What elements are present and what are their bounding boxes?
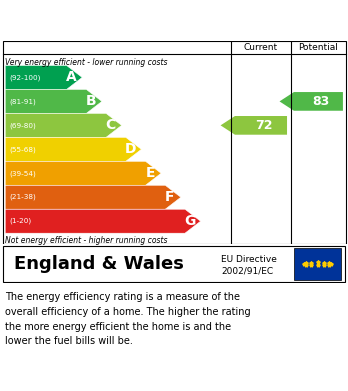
Polygon shape (5, 209, 200, 233)
Polygon shape (5, 113, 122, 137)
Polygon shape (5, 185, 181, 209)
Text: Current: Current (244, 43, 278, 52)
Text: (55-68): (55-68) (9, 146, 36, 152)
Polygon shape (5, 65, 82, 90)
Polygon shape (5, 161, 161, 185)
Text: (39-54): (39-54) (9, 170, 36, 176)
Polygon shape (5, 137, 141, 161)
Polygon shape (279, 92, 343, 111)
Text: Potential: Potential (299, 43, 338, 52)
Text: 72: 72 (255, 119, 272, 132)
Text: A: A (66, 70, 77, 84)
Bar (294, 248, 341, 280)
Polygon shape (5, 90, 102, 113)
Text: (1-20): (1-20) (9, 218, 32, 224)
Text: E: E (145, 166, 155, 180)
Text: Very energy efficient - lower running costs: Very energy efficient - lower running co… (5, 58, 168, 67)
Text: Not energy efficient - higher running costs: Not energy efficient - higher running co… (5, 236, 168, 245)
Text: 83: 83 (312, 95, 330, 108)
Text: (21-38): (21-38) (9, 194, 36, 201)
Polygon shape (221, 116, 287, 135)
Text: The energy efficiency rating is a measure of the
overall efficiency of a home. T: The energy efficiency rating is a measur… (5, 292, 251, 346)
Text: England & Wales: England & Wales (14, 255, 184, 273)
Text: F: F (165, 190, 175, 204)
Text: C: C (106, 118, 116, 133)
Text: 2002/91/EC: 2002/91/EC (221, 266, 273, 276)
Text: (81-91): (81-91) (9, 98, 36, 105)
Text: (69-80): (69-80) (9, 122, 36, 129)
Text: EU Directive: EU Directive (221, 255, 277, 264)
Text: D: D (125, 142, 136, 156)
Text: Energy Efficiency Rating: Energy Efficiency Rating (60, 11, 288, 30)
Text: B: B (86, 94, 96, 108)
Text: G: G (184, 214, 195, 228)
Text: (92-100): (92-100) (9, 74, 41, 81)
